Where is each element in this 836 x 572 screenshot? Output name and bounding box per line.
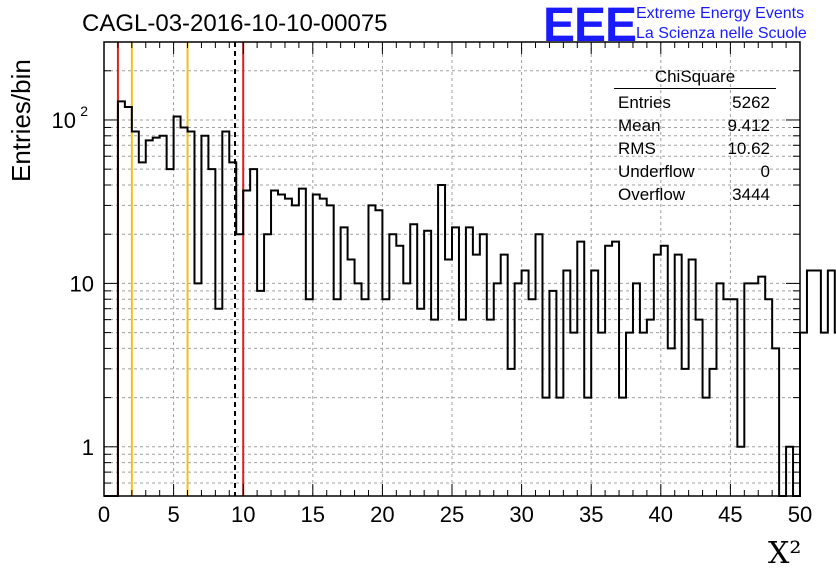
stats-value: 9.412 [727,116,770,135]
stats-box: ChiSquare Entries 5262 Mean 9.412 RMS 10.62… [610,66,780,206]
stats-value: 10.62 [727,139,770,158]
histogram-bin [807,270,814,496]
logo-line-2: La Scienza nelle Scuole [636,25,807,42]
stats-label: Overflow [618,185,686,204]
x-tick-label: 35 [579,502,603,527]
histogram-bin [828,270,835,496]
x-tick-label: 45 [718,502,742,527]
x-tick-label: 15 [301,502,325,527]
stats-row-rms: RMS 10.62 [610,137,780,160]
y-tick-label: 10 [52,108,76,133]
stats-label: Underflow [618,162,695,181]
logo-line-1: Extreme Energy Events [636,5,805,22]
histogram-bin [800,333,807,496]
eee-logo: EEE [543,0,637,52]
histogram-line [104,100,836,497]
y-tick-label: 1 [82,435,94,460]
x-tick-label: 0 [98,502,110,527]
x-axis-label: X² [768,536,802,571]
x-tick-label: 25 [440,502,464,527]
stats-label: RMS [618,139,656,158]
stats-title: ChiSquare [614,66,776,89]
histogram-bin [821,333,828,496]
stats-value: 0 [760,162,770,181]
histogram-bin [814,270,821,496]
stats-label: Entries [618,93,671,112]
x-tick-label: 20 [370,502,394,527]
stats-value: 5262 [732,93,770,112]
stats-row-overflow: Overflow 3444 [610,183,780,206]
x-tick-label: 50 [788,502,812,527]
stats-row-mean: Mean 9.412 [610,114,780,137]
x-tick-label: 10 [231,502,255,527]
x-tick-label: 5 [167,502,179,527]
y-axis-label: Entries/bin [6,59,36,182]
stats-row-entries: Entries 5262 [610,91,780,114]
eee-logo-text: Extreme Energy Events La Scienza nelle S… [636,4,807,44]
y-tick-label: 10 [70,271,94,296]
stats-row-underflow: Underflow 0 [610,160,780,183]
stats-value: 3444 [732,185,770,204]
x-tick-label: 30 [509,502,533,527]
stats-label: Mean [618,116,661,135]
chart-title: CAGL-03-2016-10-10-00075 [82,10,388,37]
y-tick-label-exponent: 2 [80,103,88,119]
x-tick-label: 40 [649,502,673,527]
